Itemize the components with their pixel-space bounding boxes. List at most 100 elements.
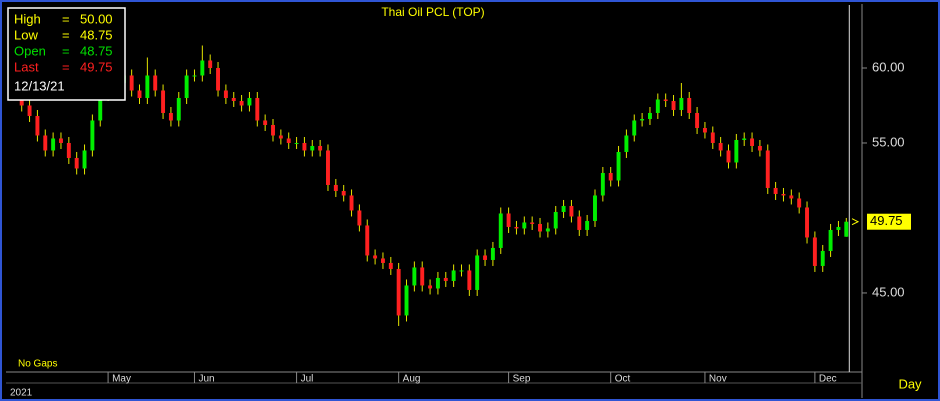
candle-body — [380, 258, 385, 263]
candle-body — [365, 225, 370, 256]
candle-body — [145, 75, 150, 98]
candle-body — [695, 112, 700, 128]
info-value: 48.75 — [80, 43, 113, 58]
candle-body — [812, 237, 817, 266]
candle-body — [608, 172, 613, 181]
candle-body — [271, 124, 275, 136]
candle-body — [679, 97, 684, 110]
candle-body — [318, 145, 323, 151]
candle-body — [726, 150, 731, 163]
candle-body — [388, 262, 393, 269]
gap-mode: No Gaps — [18, 359, 57, 370]
x-tick-label: Oct — [615, 374, 631, 385]
candle-body — [522, 222, 527, 229]
candle-body — [663, 99, 668, 101]
candle-body — [443, 277, 448, 281]
candle-body — [836, 226, 841, 230]
candle-body — [255, 97, 260, 121]
candle-body — [208, 60, 213, 68]
candle-body — [341, 190, 346, 196]
info-label: Last — [14, 59, 39, 74]
candle-body — [577, 216, 582, 230]
info-value: 50.00 — [80, 11, 113, 26]
candle-body — [223, 90, 228, 98]
info-date: 12/13/21 — [14, 78, 65, 93]
candle-body — [789, 195, 794, 199]
info-box-bg — [7, 7, 126, 101]
candle-body — [59, 138, 63, 143]
candle-body — [412, 267, 417, 286]
last-arrow — [851, 218, 860, 226]
info-equals: = — [62, 11, 70, 26]
candle-body — [490, 247, 495, 260]
last-tag — [867, 213, 911, 230]
candle-body — [828, 229, 833, 251]
candle-body — [129, 75, 134, 91]
x-tick-label: Sep — [513, 374, 531, 385]
info-equals: = — [62, 27, 70, 42]
candle-body — [192, 75, 197, 77]
candle-body — [357, 210, 362, 226]
y-tick-label: 55.00 — [872, 134, 905, 149]
candle-body — [231, 97, 236, 101]
last-tag-label: 49.75 — [870, 213, 903, 228]
candle-body — [19, 97, 24, 106]
candle-body — [648, 112, 652, 119]
x-tick-label: Jul — [301, 374, 314, 385]
y-tick-label: 45.00 — [872, 284, 905, 299]
candle-body — [710, 132, 715, 143]
candle-body — [742, 138, 747, 140]
candle-body — [781, 193, 786, 196]
candle-body — [294, 142, 299, 144]
candle-body — [553, 211, 558, 229]
y-tick-label: 60.00 — [872, 59, 905, 74]
x-tick-label: Dec — [819, 374, 837, 385]
candle-body — [757, 145, 762, 151]
candle-body — [844, 221, 849, 237]
info-label: Open — [14, 43, 46, 58]
candle-body — [538, 223, 542, 232]
candle-body — [600, 172, 605, 196]
x-tick-label: May — [112, 374, 131, 385]
candle-body — [239, 100, 244, 106]
candle-body — [161, 90, 166, 113]
info-equals: = — [62, 43, 70, 58]
info-value: 49.75 — [80, 59, 113, 74]
candle-body — [278, 135, 283, 139]
candle-body — [655, 99, 660, 113]
candle-body — [98, 94, 103, 121]
candle-body — [671, 100, 676, 110]
candle-body — [66, 142, 71, 158]
candle-body — [498, 213, 503, 248]
candle-body — [820, 250, 825, 266]
info-label: High — [14, 11, 41, 26]
candle-body — [27, 105, 32, 116]
candle-body — [404, 285, 409, 316]
candle-body — [435, 277, 440, 289]
candle-body — [475, 255, 480, 290]
x-tick-label: Aug — [403, 374, 421, 385]
candle-body — [349, 195, 354, 211]
candle-body — [451, 270, 456, 281]
candle-body — [734, 139, 739, 163]
candle-body — [569, 205, 574, 217]
info-equals: = — [62, 59, 70, 74]
candle-body — [765, 150, 770, 188]
candle-body — [247, 97, 252, 106]
candle-body — [176, 97, 181, 121]
candle-body — [593, 195, 597, 221]
candle-body — [702, 127, 707, 133]
candle-body — [302, 142, 307, 151]
candle-body — [640, 118, 645, 121]
candle-body — [82, 150, 87, 169]
candle-body — [624, 135, 629, 152]
candle-body — [35, 115, 40, 136]
candle-body — [326, 150, 330, 185]
candle-body — [420, 267, 425, 286]
candle-body — [333, 184, 338, 191]
info-box: High = 50.00 Low = 48.75 Open = 48.75 Last = 49.75 1… — [7, 7, 126, 101]
candle-body — [153, 75, 158, 91]
candle-body — [286, 138, 291, 143]
